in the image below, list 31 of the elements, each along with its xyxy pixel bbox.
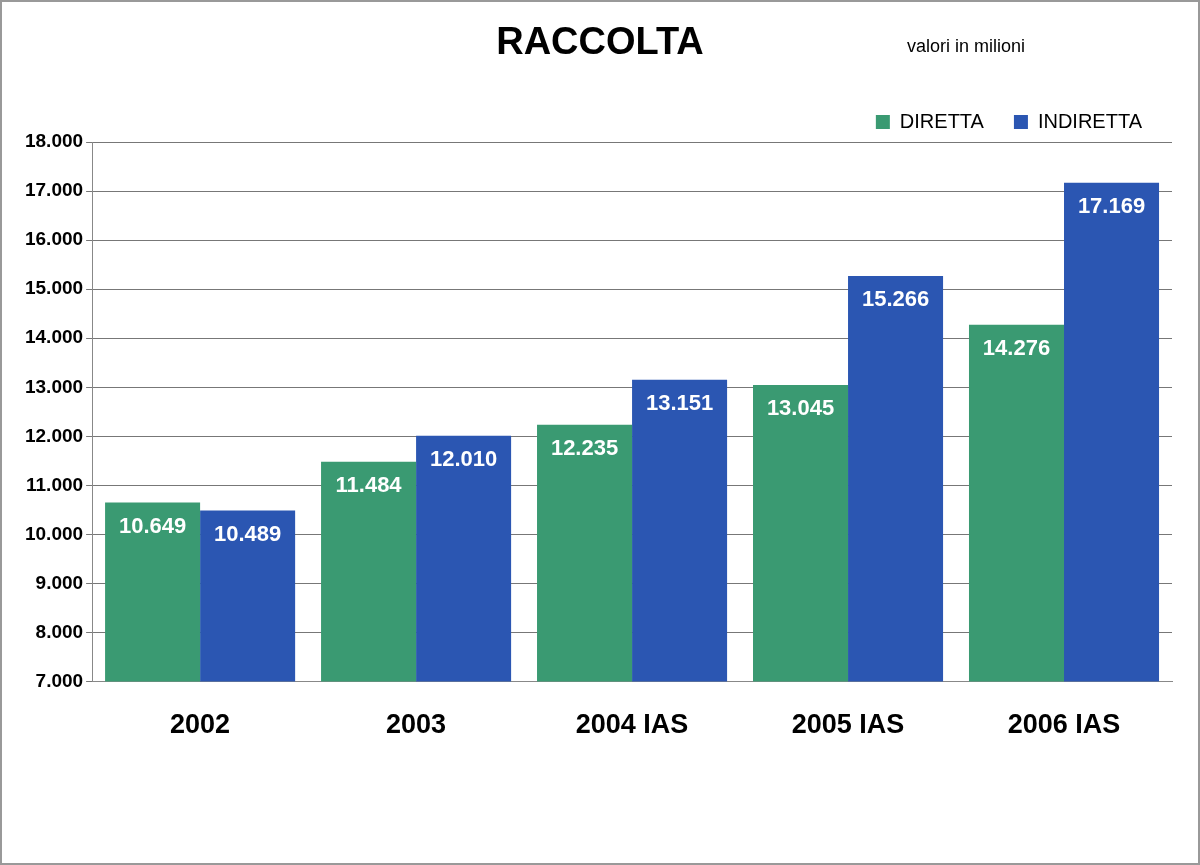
y-tick-label: 10.000 bbox=[24, 522, 84, 544]
y-tick-label: 8.000 bbox=[35, 620, 84, 642]
data-label: 15.266 bbox=[861, 286, 930, 312]
data-label: 11.484 bbox=[335, 471, 403, 497]
x-tick-label: 2006 IAS bbox=[1007, 709, 1121, 740]
y-tick-label: 13.000 bbox=[24, 375, 84, 397]
data-label: 17.169 bbox=[1077, 192, 1146, 218]
data-label: 14.276 bbox=[982, 334, 1051, 360]
x-tick-label: 2004 IAS bbox=[575, 709, 689, 740]
data-label: 12.010 bbox=[429, 445, 498, 471]
x-tick-label: 2003 bbox=[386, 709, 447, 740]
chart-subtitle: valori in milioni bbox=[907, 36, 1026, 57]
data-label: 10.649 bbox=[118, 512, 187, 538]
y-tick-label: 17.000 bbox=[24, 179, 84, 201]
y-tick-label: 7.000 bbox=[35, 669, 84, 691]
y-tick-label: 18.000 bbox=[24, 130, 84, 152]
x-tick-label: 2002 bbox=[170, 709, 231, 740]
chart-title: RACCOLTA bbox=[496, 20, 704, 62]
y-tick-label: 12.000 bbox=[24, 424, 84, 446]
y-tick-label: 9.000 bbox=[35, 571, 84, 593]
data-label: 10.489 bbox=[213, 520, 282, 546]
y-tick-label: 15.000 bbox=[24, 277, 84, 299]
legend-label: INDIRETTA bbox=[1037, 109, 1143, 132]
legend-label: DIRETTA bbox=[899, 109, 985, 132]
y-tick-label: 11.000 bbox=[26, 473, 84, 495]
x-tick-label: 2005 IAS bbox=[791, 709, 905, 740]
data-label: 13.045 bbox=[766, 395, 835, 421]
data-label: 13.151 bbox=[645, 389, 714, 415]
y-tick-label: 14.000 bbox=[24, 326, 84, 348]
y-tick-label: 16.000 bbox=[24, 228, 84, 250]
data-label: 12.235 bbox=[550, 434, 619, 460]
